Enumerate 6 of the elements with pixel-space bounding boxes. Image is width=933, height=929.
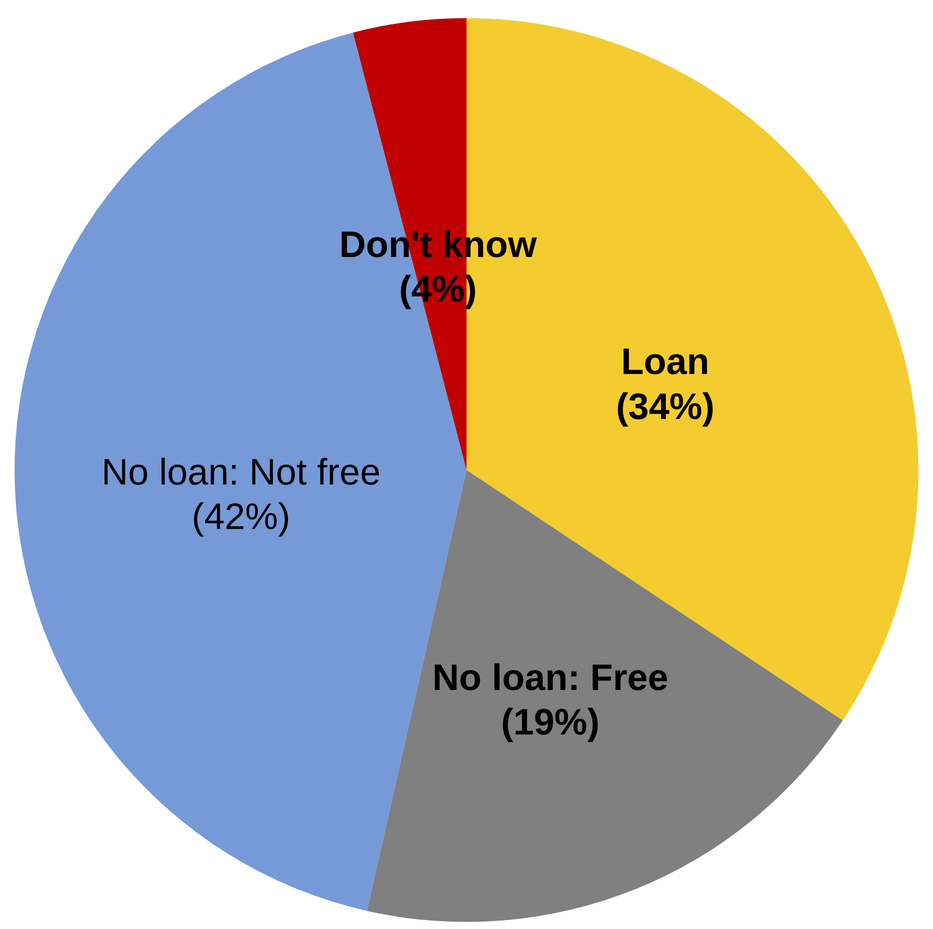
data-label: (19%) [501, 702, 600, 743]
slice-label: No loan: Not free [101, 451, 381, 492]
data-label: (42%) [192, 496, 290, 537]
data-label: (34%) [616, 386, 714, 427]
slice-label: Loan [621, 341, 710, 382]
slice-label: No loan: Free [432, 657, 668, 698]
